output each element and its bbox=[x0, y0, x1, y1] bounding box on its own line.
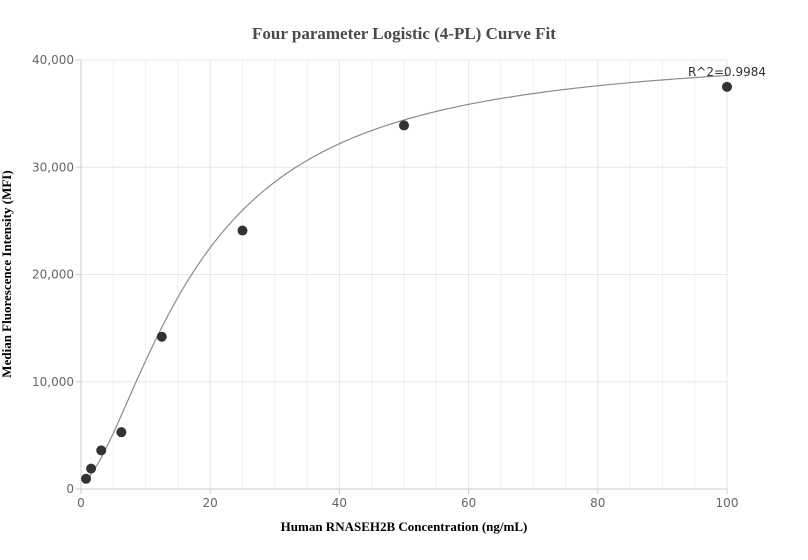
data-point bbox=[722, 81, 732, 92]
r-squared-annotation: R^2=0.9984 bbox=[688, 65, 766, 79]
data-point bbox=[156, 331, 167, 342]
grid bbox=[81, 59, 728, 489]
data-point bbox=[116, 427, 127, 438]
chart-title: Four parameter Logistic (4-PL) Curve Fit bbox=[252, 24, 556, 43]
data-point bbox=[237, 225, 248, 236]
data-point bbox=[399, 120, 409, 131]
x-tick-label: 80 bbox=[590, 496, 605, 510]
x-tick-label: 20 bbox=[203, 496, 218, 510]
y-axis-label: Median Fluorescence Intensity (MFI) bbox=[0, 170, 14, 377]
data-points bbox=[81, 81, 732, 484]
y-tick-label: 40,000 bbox=[32, 53, 74, 67]
y-tick-label: 10,000 bbox=[32, 375, 74, 389]
y-tick-labels: 0 10,000 20,000 30,000 40,000 bbox=[32, 53, 74, 496]
axes bbox=[76, 59, 728, 494]
data-point bbox=[81, 473, 92, 484]
x-tick-label: 0 bbox=[77, 496, 85, 510]
fit-curve bbox=[85, 74, 728, 481]
x-axis-label: Human RNASEH2B Concentration (ng/mL) bbox=[281, 519, 528, 534]
data-point bbox=[86, 463, 97, 474]
y-tick-label: 30,000 bbox=[32, 160, 74, 174]
data-point bbox=[96, 445, 107, 456]
y-tick-label: 20,000 bbox=[32, 268, 74, 282]
x-tick-label: 40 bbox=[332, 496, 347, 510]
x-tick-label: 60 bbox=[461, 496, 476, 510]
y-tick-label: 0 bbox=[66, 482, 74, 496]
x-tick-labels: 0 20 40 60 80 100 bbox=[77, 496, 738, 510]
x-tick-label: 100 bbox=[716, 496, 739, 510]
